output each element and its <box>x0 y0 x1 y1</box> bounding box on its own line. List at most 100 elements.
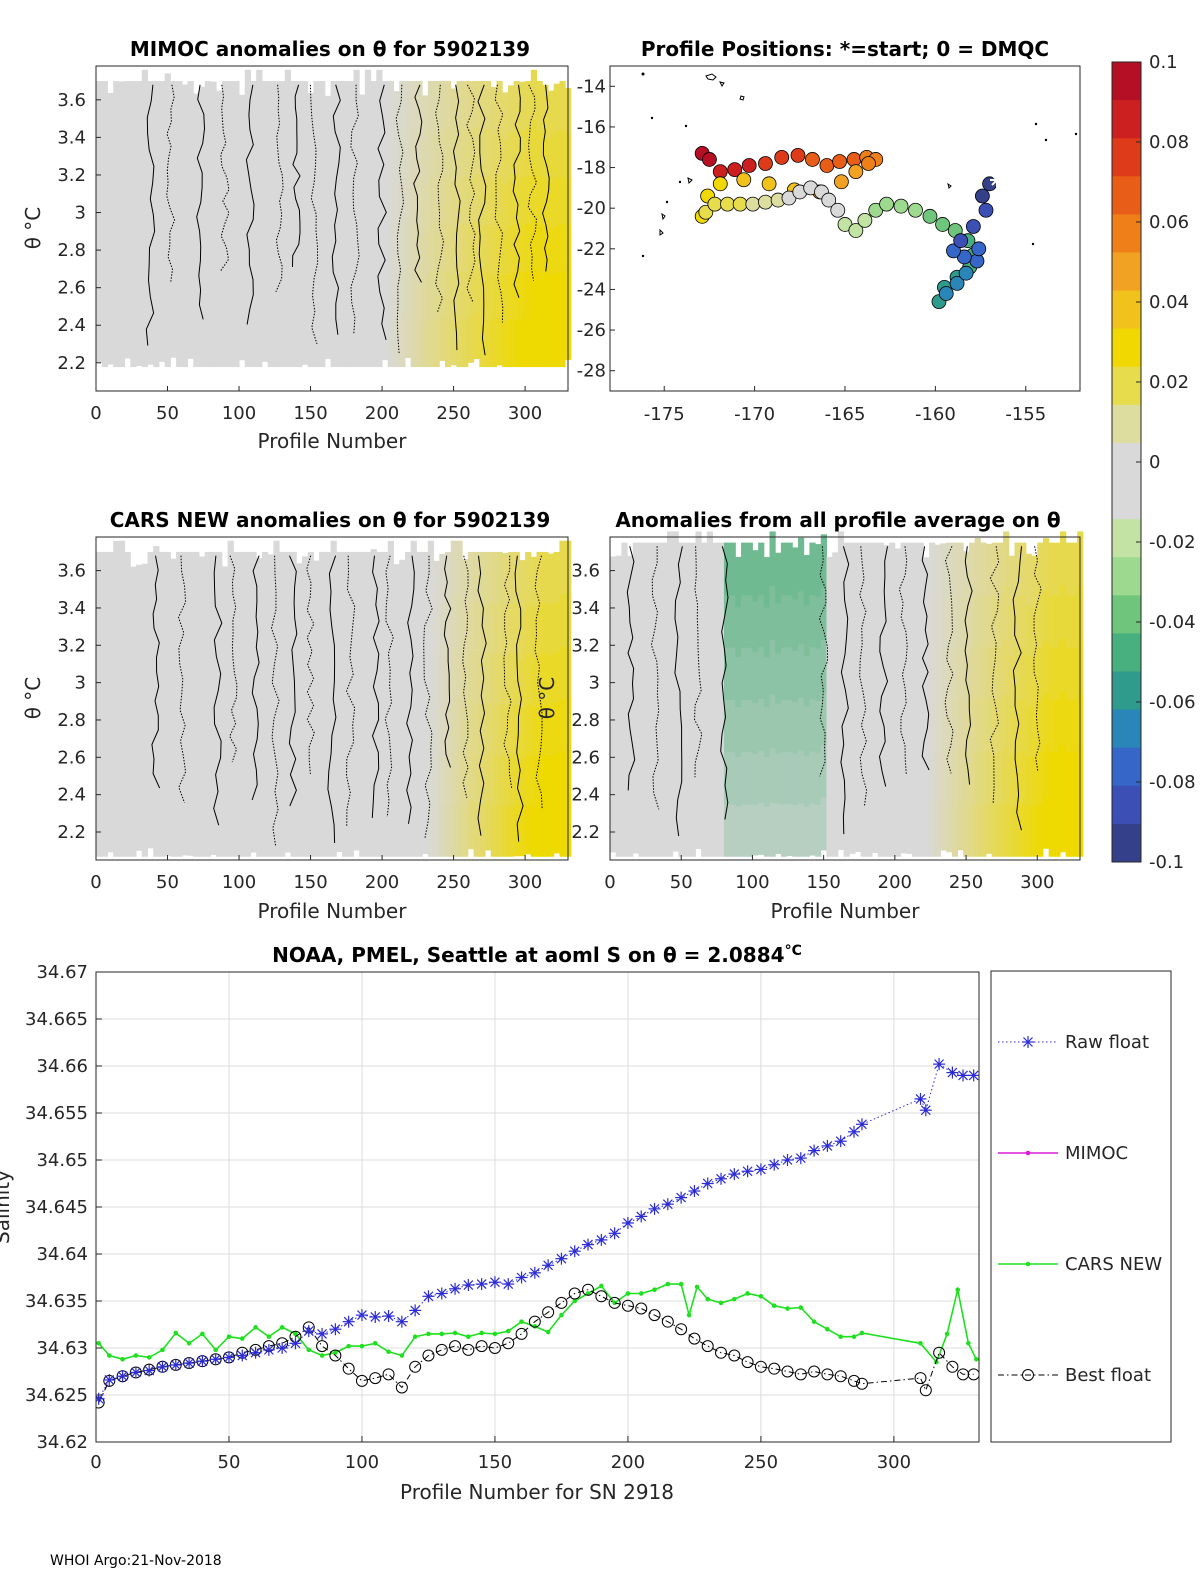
mimoc-field-cell <box>164 268 171 319</box>
allavg-field-cell <box>872 749 879 802</box>
allavg-field-cell <box>929 803 936 857</box>
mimoc-field-cell <box>370 223 377 272</box>
series-point-best-float <box>502 1337 515 1350</box>
series-point-best-float <box>821 1368 834 1381</box>
allavg-field-cell <box>837 743 845 797</box>
allavg-y-ticks: 2.22.42.62.833.23.43.6 <box>571 561 615 843</box>
allavg-field-cell <box>820 639 827 693</box>
mimoc-field-cell <box>422 140 429 187</box>
cars-field-cell <box>113 698 120 752</box>
series-line-cars-new <box>98 1283 978 1364</box>
allavg-field-cell <box>894 702 902 755</box>
series-point-raw-float-stroke <box>915 1093 926 1104</box>
colorbar-tick-label: 0.08 <box>1149 132 1189 153</box>
mimoc-field-cell <box>296 318 303 368</box>
mimoc-field-cell <box>239 315 246 361</box>
cars-field-cell <box>164 754 171 806</box>
mimoc-field-cell <box>324 95 332 141</box>
profile-position-marker <box>707 196 723 212</box>
mimoc-field-cell <box>467 127 475 176</box>
allavg-field-cell <box>877 594 884 648</box>
mimoc-field-cell <box>244 119 251 170</box>
mimoc-field-cell <box>113 223 120 272</box>
profile-position-marker <box>893 198 909 214</box>
mimoc-anomaly-field <box>96 69 572 368</box>
cars-field-cell <box>113 751 120 805</box>
mimoc-field-cell <box>410 176 417 225</box>
cars-field-cell <box>164 804 171 857</box>
series-point-cars-new <box>239 1336 245 1341</box>
allavg-field-cell <box>729 699 736 753</box>
cars-field-cell <box>519 806 526 857</box>
allavg-field-cell <box>786 542 793 596</box>
allavg-field-cell <box>997 803 1004 857</box>
allavg-field-cell <box>649 699 657 753</box>
allavg-field-cell <box>854 697 862 750</box>
allavg-y-tick-label: 2.2 <box>571 822 600 843</box>
mimoc-field-cell <box>364 168 372 219</box>
series-point-best-float <box>847 1374 860 1387</box>
cars-field-cell <box>376 602 383 654</box>
series-point-raw-float <box>103 1373 116 1386</box>
series-point-cars-new <box>519 1319 524 1324</box>
cars-field-cell <box>382 704 389 756</box>
mimoc-field-cell <box>324 183 332 228</box>
allavg-field-cell <box>746 803 753 857</box>
allavg-field-cell <box>1020 699 1027 753</box>
mimoc-field-cell <box>359 139 366 186</box>
allavg-field-cell <box>974 591 981 645</box>
allavg-field-cell <box>1054 542 1061 596</box>
cars-field-cell <box>467 650 475 701</box>
mimoc-field-cell <box>416 318 423 368</box>
mimoc-field-cell <box>136 270 143 319</box>
mimoc-field-cell <box>553 177 560 226</box>
allavg-field-cell <box>968 647 976 700</box>
mimoc-field-cell <box>353 267 360 318</box>
cars-field-cell <box>450 645 457 699</box>
series-point-raw-float-stroke <box>809 1145 820 1156</box>
series-point-cars-new <box>918 1341 923 1346</box>
allavg-field-cell <box>684 647 691 700</box>
cars-field-cell <box>136 659 143 709</box>
cars-field-cell <box>324 653 332 705</box>
colorbar-tick-label: 0.1 <box>1149 52 1178 73</box>
cars-zero-contour <box>270 555 280 846</box>
mimoc-field-cell <box>479 223 486 272</box>
mimoc-field-cell <box>410 128 417 177</box>
cars-field-cell <box>479 754 486 807</box>
series-point-raw-float-stroke <box>556 1253 567 1264</box>
profile-position-marker <box>965 219 981 234</box>
allavg-field-cell <box>661 594 668 648</box>
allavg-field-cell <box>1060 584 1067 639</box>
cars-field-cell <box>416 653 423 705</box>
series-point-cars-new <box>652 1287 657 1293</box>
cars-field-cell <box>439 604 446 656</box>
salinity-y-tick-label: 34.665 <box>25 1009 88 1030</box>
allavg-field-cell <box>843 647 850 700</box>
profile-position-marker <box>861 156 876 171</box>
mimoc-field-cell <box>187 173 194 221</box>
allavg-anomaly-field <box>610 531 1084 857</box>
allavg-field-cell <box>906 698 913 751</box>
mimoc-field-cell <box>279 318 286 368</box>
cars-field-cell <box>216 653 223 705</box>
cars-zero-contour <box>251 555 260 801</box>
cars-field-cell <box>507 653 515 705</box>
allavg-field-cell <box>763 706 771 757</box>
cars-field-cell <box>433 757 440 808</box>
allavg-field-cell <box>1031 555 1038 607</box>
cars-field-cell <box>210 551 217 603</box>
cars-field-cell <box>301 756 309 807</box>
cars-field-cell <box>136 707 143 756</box>
allavg-field-cell <box>889 594 896 648</box>
mimoc-field-cell <box>284 267 292 318</box>
mimoc-field-cell <box>130 128 137 177</box>
mimoc-field-cell <box>164 317 171 368</box>
allavg-field-cell <box>1020 803 1027 857</box>
cars-field-cell <box>170 657 177 708</box>
series-point-raw-float-stroke <box>755 1164 766 1175</box>
mimoc-field-cell <box>141 69 148 120</box>
cars-field-cell <box>444 653 452 705</box>
series-point-cars-new <box>359 1343 365 1349</box>
allavg-field-cell <box>644 803 651 857</box>
